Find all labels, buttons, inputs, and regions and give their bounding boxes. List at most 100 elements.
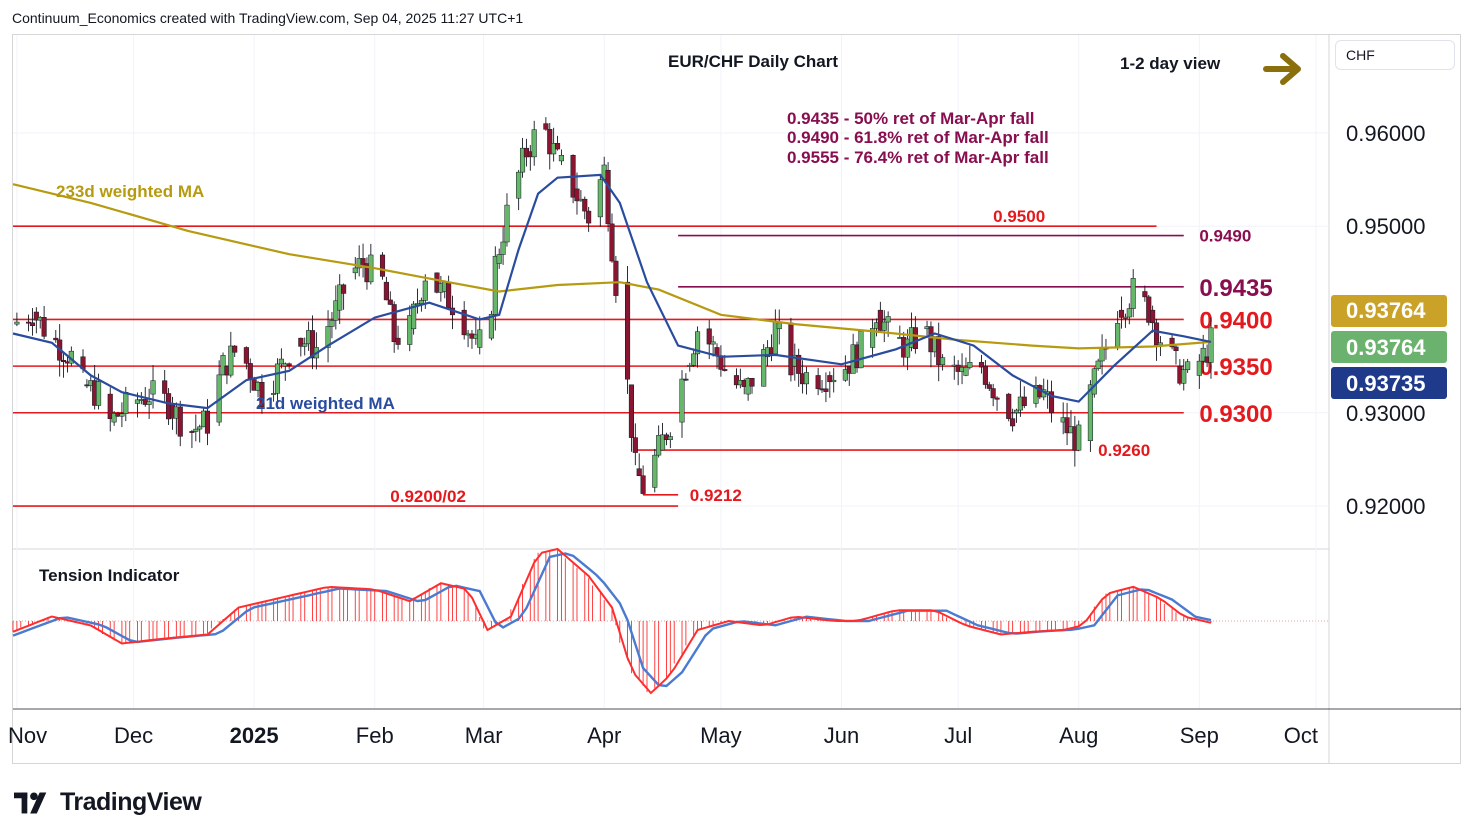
ma233-label: 233d weighted MA bbox=[56, 182, 204, 201]
candle-down bbox=[823, 388, 829, 392]
candle-down bbox=[547, 129, 553, 155]
candle-up bbox=[691, 353, 697, 366]
level-label: 0.9435 bbox=[1199, 275, 1272, 302]
currency-badge[interactable]: CHF bbox=[1335, 40, 1455, 70]
candle-up bbox=[842, 369, 848, 381]
view-label: 1-2 day view bbox=[1120, 54, 1221, 73]
candle-up bbox=[905, 338, 911, 358]
candle-up bbox=[488, 314, 494, 339]
candle-up bbox=[1076, 424, 1082, 451]
candle-down bbox=[632, 437, 638, 453]
candle-down bbox=[982, 365, 988, 385]
candle-up bbox=[761, 349, 767, 387]
candle-down bbox=[232, 345, 238, 353]
candle-down bbox=[640, 475, 646, 494]
annotation-1: 0.9435 - 50% ret of Mar-Apr fall bbox=[787, 109, 1035, 128]
ma21-line bbox=[12, 173, 1212, 410]
x-tick-label: May bbox=[700, 723, 742, 748]
annotation-2: 0.9490 - 61.8% ret of Mar-Apr fall bbox=[787, 128, 1049, 147]
candle-down bbox=[309, 330, 316, 359]
price-badge-last: 0.93764 bbox=[1331, 331, 1447, 363]
candle-up bbox=[14, 321, 20, 325]
candle-up bbox=[710, 341, 716, 345]
candle-down bbox=[1021, 396, 1027, 406]
candle-down bbox=[391, 304, 397, 343]
candle-down bbox=[162, 380, 168, 394]
candle-up bbox=[411, 303, 417, 330]
candle-up bbox=[940, 357, 946, 365]
candle-up bbox=[119, 413, 125, 417]
candle-up bbox=[519, 147, 526, 173]
tension-main-line bbox=[12, 547, 1212, 695]
candle-up bbox=[695, 331, 701, 355]
candle-up bbox=[1196, 360, 1202, 376]
x-tick-label: Oct bbox=[1284, 723, 1318, 748]
candle-down bbox=[434, 272, 440, 293]
candle-down bbox=[796, 354, 802, 374]
candle-up bbox=[1122, 316, 1128, 319]
candle-down bbox=[718, 355, 724, 370]
candle-up bbox=[1185, 361, 1191, 371]
candle-up bbox=[1099, 347, 1105, 362]
tradingview-logo[interactable]: TradingView bbox=[14, 788, 202, 817]
candle-up bbox=[1091, 368, 1097, 395]
ma233-line bbox=[12, 183, 1212, 350]
candle-up bbox=[881, 321, 887, 331]
candle-up bbox=[123, 392, 129, 415]
candle-up bbox=[228, 345, 234, 376]
candle-up bbox=[492, 255, 498, 315]
level-label: 0.9212 bbox=[690, 486, 742, 505]
candle-up bbox=[302, 343, 308, 347]
candle-down bbox=[1118, 309, 1125, 318]
level-label: 0.9300 bbox=[1199, 401, 1272, 428]
candle-down bbox=[33, 311, 39, 321]
candle-down bbox=[189, 431, 195, 433]
candle-down bbox=[243, 347, 249, 364]
candle-up bbox=[660, 434, 666, 451]
y-tick-label: 0.95000 bbox=[1346, 214, 1426, 239]
candle-up bbox=[858, 330, 864, 369]
candle-up bbox=[329, 320, 335, 327]
y-tick-label: 0.92000 bbox=[1346, 494, 1426, 519]
candle-up bbox=[963, 367, 969, 376]
candle-up bbox=[333, 300, 339, 321]
candle-down bbox=[1146, 296, 1152, 323]
candle-down bbox=[912, 327, 918, 349]
candle-down bbox=[387, 299, 393, 305]
x-tick-label: Jul bbox=[944, 723, 972, 748]
candle-down bbox=[286, 363, 292, 366]
candle-up bbox=[967, 362, 973, 368]
candle-up bbox=[1200, 347, 1206, 362]
candle-down bbox=[628, 384, 634, 438]
candle-down bbox=[986, 384, 992, 389]
candle-down bbox=[1169, 337, 1175, 348]
candle-up bbox=[870, 328, 876, 348]
level-label: 0.9490 bbox=[1199, 227, 1251, 246]
candle-down bbox=[706, 328, 712, 345]
level-label: 0.9500 bbox=[993, 207, 1045, 226]
candle-down bbox=[994, 397, 1000, 400]
candle-up bbox=[558, 154, 564, 162]
candle-down bbox=[636, 468, 642, 477]
candle-down bbox=[877, 309, 883, 331]
tradingview-logo-icon bbox=[14, 792, 47, 813]
candle-down bbox=[978, 362, 985, 368]
candle-down bbox=[1006, 393, 1012, 419]
candle-up bbox=[504, 204, 510, 243]
candle-down bbox=[1150, 309, 1156, 324]
candle-down bbox=[990, 388, 996, 399]
candle-down bbox=[446, 281, 452, 309]
candle-down bbox=[543, 123, 549, 130]
candle-up bbox=[352, 267, 358, 274]
candle-down bbox=[29, 322, 35, 327]
level-label: 0.9200/02 bbox=[390, 487, 466, 506]
candle-down bbox=[461, 309, 467, 336]
candle-up bbox=[337, 284, 343, 311]
candle-down bbox=[586, 210, 592, 224]
candle-down bbox=[259, 382, 265, 408]
x-tick-label: Dec bbox=[114, 723, 153, 748]
price-badge-ma233: 0.93764 bbox=[1331, 295, 1447, 327]
chart-frame bbox=[12, 34, 1461, 764]
candle-down bbox=[1010, 418, 1016, 427]
